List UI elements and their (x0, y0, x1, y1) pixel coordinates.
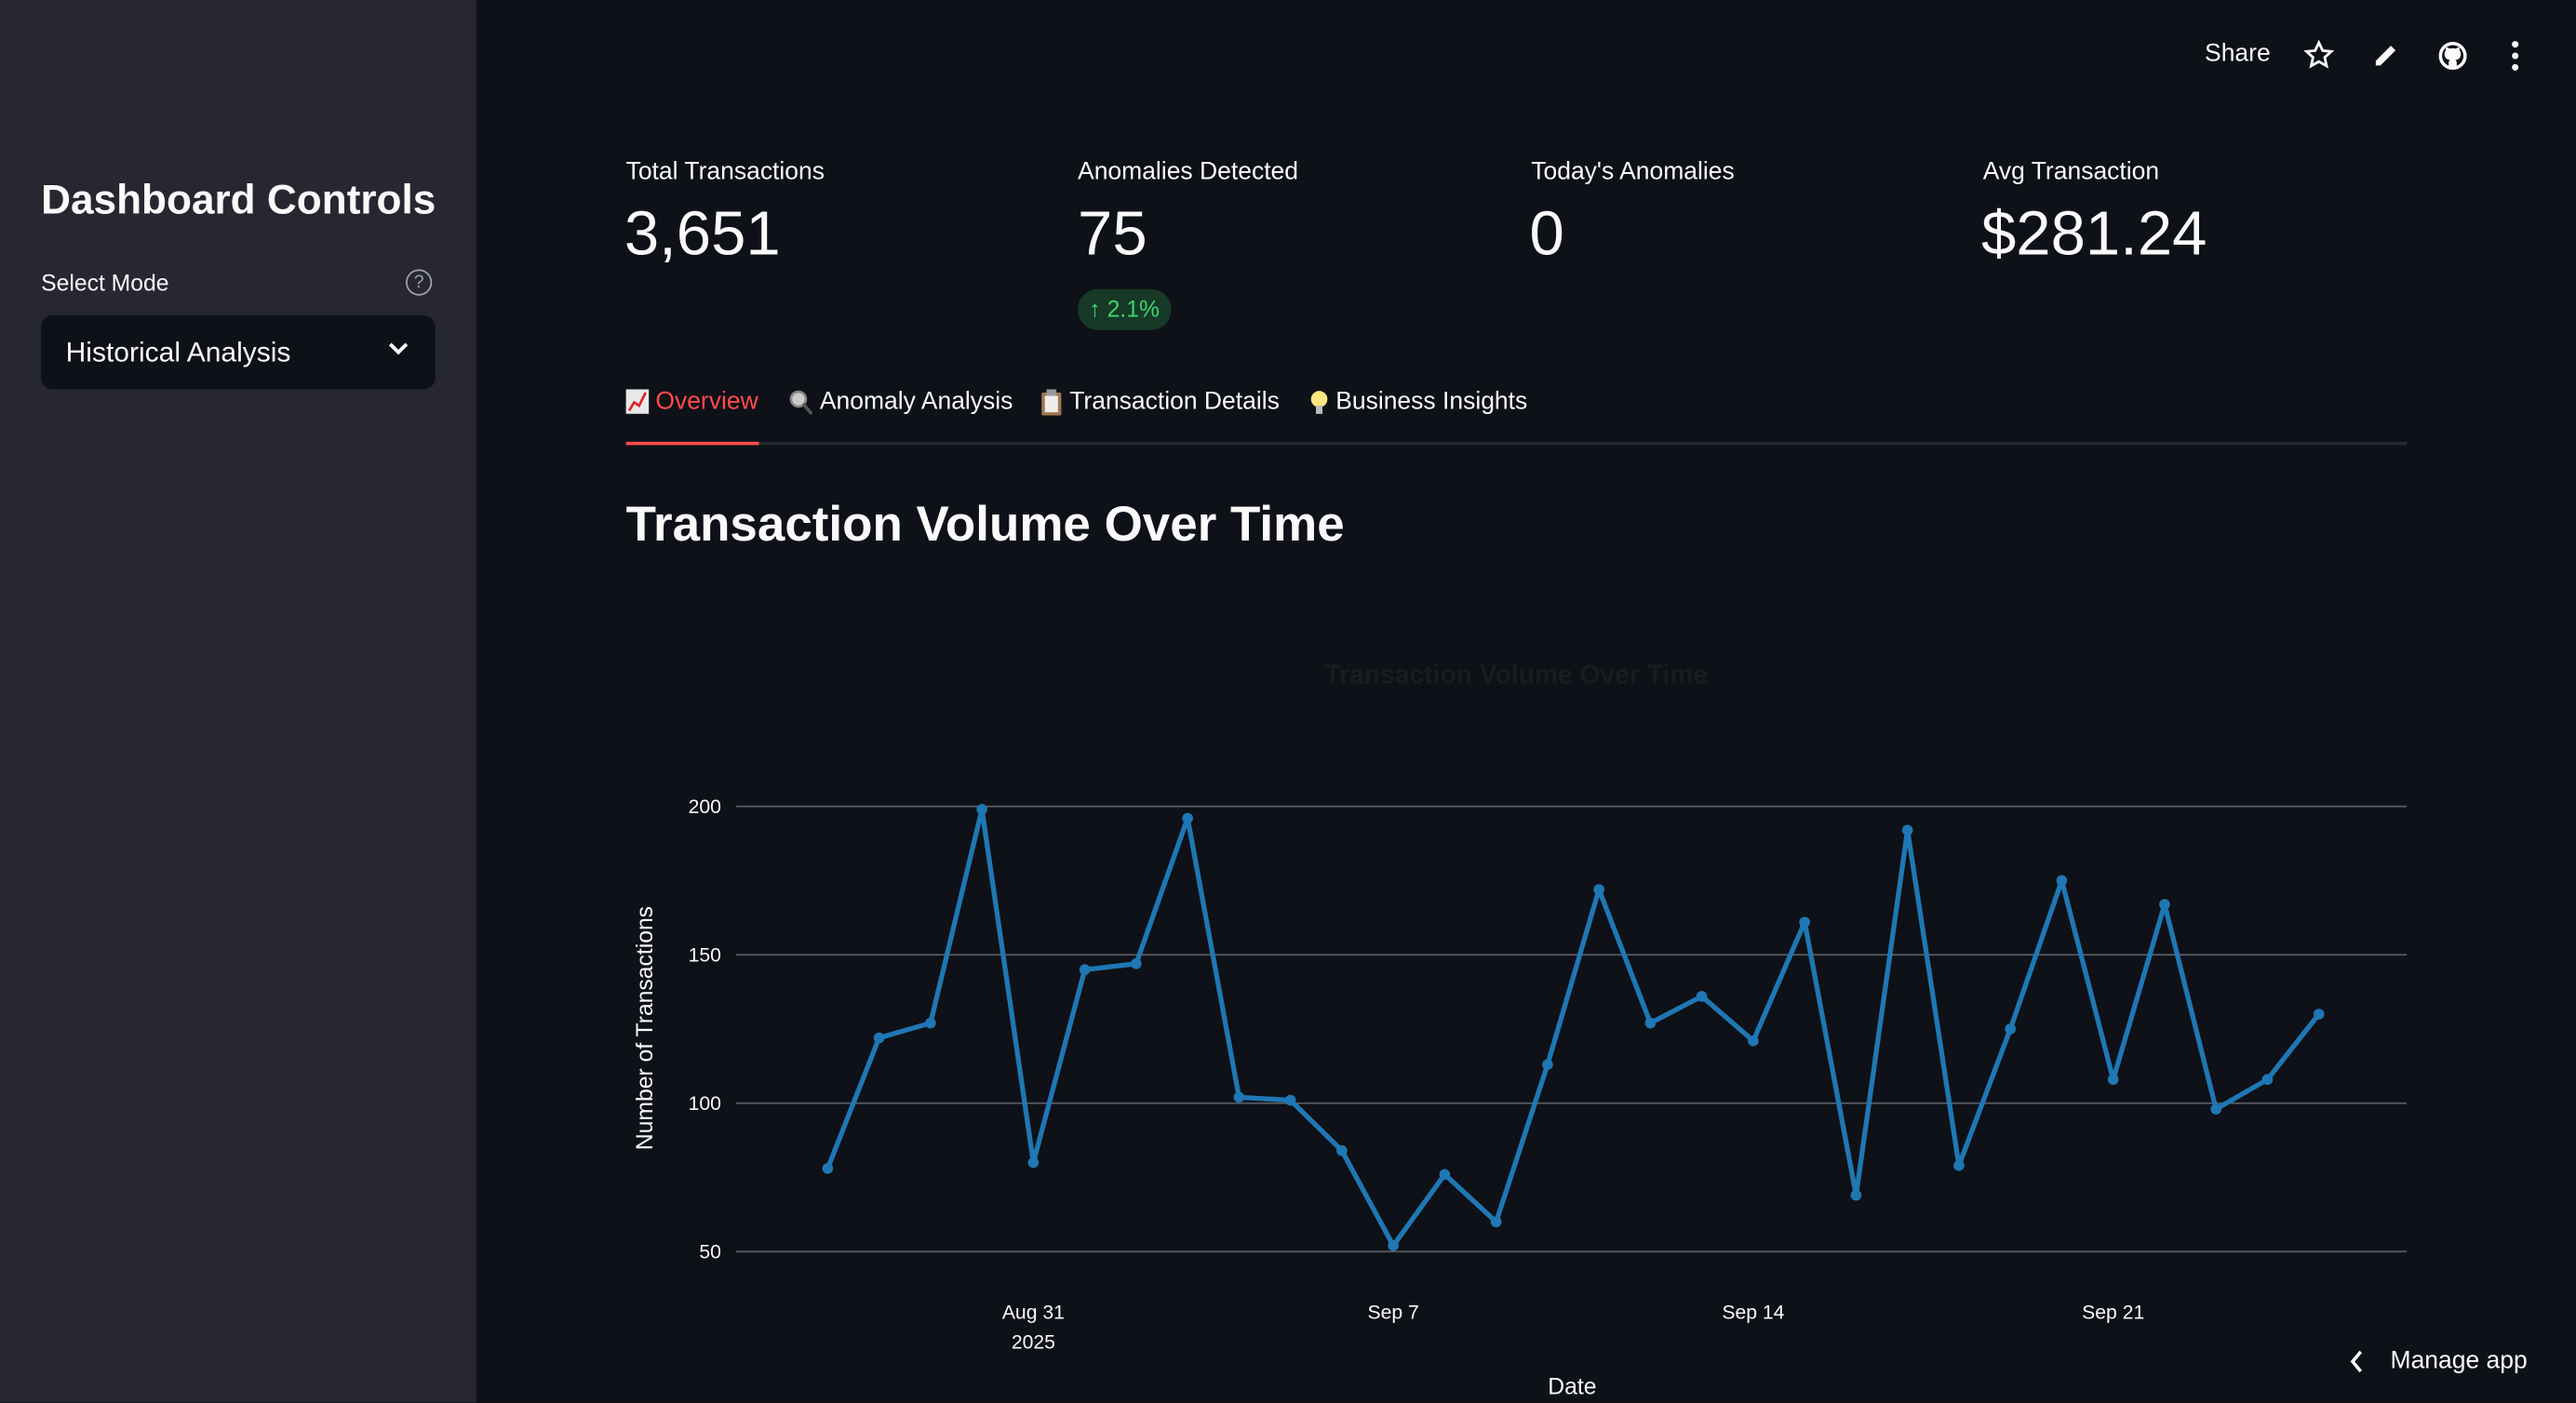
x-axis-label: Date (1548, 1375, 1596, 1400)
x-tick-label: Aug 31 (1002, 1303, 1065, 1324)
clipboard-icon (1041, 388, 1062, 415)
data-point (925, 1017, 936, 1029)
data-point (1799, 916, 1811, 928)
sidebar: Dashboard Controls Select Mode ? Histori… (0, 0, 476, 1403)
x-tick-label: Sep 21 (2082, 1303, 2144, 1324)
data-point (1284, 1094, 1296, 1106)
chevron-down-icon (388, 342, 409, 355)
chart-increasing-icon (625, 389, 650, 414)
active-tab-indicator (625, 441, 759, 446)
star-icon[interactable] (2303, 39, 2335, 71)
tab-label: Transaction Details (1069, 387, 1280, 416)
data-point (1850, 1189, 1862, 1201)
data-point (1131, 958, 1142, 969)
data-point (822, 1163, 834, 1174)
data-point (1644, 1017, 1657, 1029)
tab-divider (625, 441, 2408, 446)
metric-value: $281.24 (1980, 200, 2207, 270)
manage-app-button[interactable]: Manage app (2349, 1346, 2528, 1375)
kebab-menu-icon[interactable] (2509, 39, 2522, 72)
data-point (1593, 884, 1604, 895)
data-point (1748, 1035, 1759, 1047)
tab-anomaly-analysis[interactable]: Anomaly Analysis (788, 388, 1013, 416)
tab-overview[interactable]: Overview (625, 387, 758, 416)
github-icon[interactable] (2436, 39, 2469, 72)
data-point (2210, 1103, 2222, 1115)
tab-label: Business Insights (1335, 387, 1528, 416)
data-point (1901, 824, 1913, 836)
y-tick-label: 100 (689, 1093, 721, 1115)
metric-delta-badge: ↑ 2.1% (1078, 288, 1172, 330)
x-tick-sublabel: 2025 (1012, 1331, 1055, 1353)
data-point (1953, 1159, 1965, 1171)
series-line (825, 807, 2321, 1249)
data-point (2056, 875, 2068, 887)
select-mode-value: Historical Analysis (65, 336, 291, 368)
metric-value: 75 (1078, 200, 1147, 270)
x-tick-label: Sep 14 (1722, 1303, 1784, 1324)
data-point (1027, 1156, 1040, 1169)
data-point (2313, 1009, 2325, 1020)
data-point (873, 1032, 885, 1044)
y-axis-label: Number of Transactions (633, 906, 658, 1150)
data-point (1182, 812, 1193, 824)
data-point (1233, 1091, 1245, 1103)
data-point (1439, 1169, 1451, 1181)
magnifier-icon (789, 389, 813, 415)
metric-label: Total Transactions (625, 157, 825, 186)
help-icon[interactable]: ? (406, 269, 433, 296)
data-point (1079, 964, 1091, 976)
select-mode-dropdown[interactable]: Historical Analysis (41, 314, 436, 390)
data-point (1542, 1059, 1553, 1071)
light-bulb-icon (1310, 390, 1328, 413)
data-point (2159, 899, 2170, 910)
metric-value: 3,651 (624, 200, 781, 270)
data-point (976, 804, 987, 815)
tab-label: Anomaly Analysis (819, 387, 1013, 416)
section-title: Transaction Volume Over Time (625, 497, 1345, 553)
select-mode-label: Select Mode (41, 269, 169, 296)
tab-business-insights[interactable]: Business Insights (1309, 388, 1527, 416)
share-button[interactable]: Share (2205, 39, 2271, 68)
data-point (1336, 1144, 1348, 1156)
data-point (1388, 1240, 1399, 1251)
data-point (2107, 1074, 2119, 1086)
y-tick-label: 200 (689, 796, 721, 818)
sidebar-title: Dashboard Controls (41, 177, 436, 224)
data-point (1490, 1216, 1502, 1228)
chart-title: Transaction Volume Over Time (1325, 659, 1709, 688)
metric-label: Today's Anomalies (1531, 157, 1735, 186)
x-tick-label: Sep 7 (1367, 1303, 1418, 1324)
y-tick-label: 150 (689, 944, 721, 966)
data-point (2005, 1023, 2017, 1035)
metric-value: 0 (1529, 200, 1564, 270)
tab-label: Overview (655, 387, 758, 416)
metric-label: Anomalies Detected (1078, 157, 1299, 186)
data-point (1696, 991, 1708, 1002)
tab-transaction-details[interactable]: Transaction Details (1040, 387, 1280, 416)
manage-app-label: Manage app (2390, 1346, 2528, 1375)
data-point (2261, 1074, 2274, 1086)
metric-label: Avg Transaction (1982, 157, 2160, 186)
y-tick-label: 50 (699, 1241, 721, 1263)
pencil-icon[interactable] (2372, 41, 2400, 69)
chevron-left-icon (2350, 1349, 2363, 1372)
